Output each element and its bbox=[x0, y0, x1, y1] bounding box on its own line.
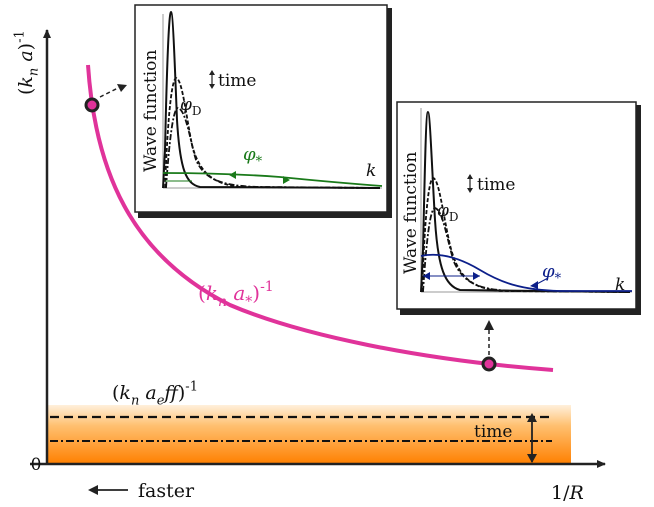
inset-right-blue-pointer bbox=[530, 281, 538, 289]
inset-right-phi-star-curve bbox=[420, 253, 632, 292]
inset-left: Wave function time φD φ* k bbox=[134, 4, 392, 218]
inset-right-solid-curve bbox=[420, 110, 631, 293]
inset-left-dashed-curve bbox=[164, 77, 381, 189]
inset-right-k-label: k bbox=[615, 275, 625, 295]
y-axis-label: (kn a)-1 bbox=[12, 30, 41, 95]
inset-left-k-label: k bbox=[366, 161, 376, 181]
inset-left-phi-star-label: φ* bbox=[243, 144, 263, 169]
inset-left-time-label: time bbox=[218, 71, 256, 91]
curve-marker-left bbox=[84, 97, 100, 113]
inset-right-blue-pointer-line bbox=[534, 277, 549, 286]
faster-arrowhead bbox=[88, 485, 98, 495]
inset-left-time-arrowhead-down bbox=[209, 84, 215, 89]
band-time-label: time bbox=[474, 422, 512, 442]
inset-right-phi-star-label: φ* bbox=[542, 261, 562, 286]
inset-right-y-label: Wave function bbox=[401, 152, 421, 274]
inset-right-blue-arrow-left bbox=[423, 272, 430, 280]
connector-left-arrowhead bbox=[117, 84, 127, 92]
connector-right-arrowhead bbox=[484, 320, 494, 330]
connector-left-dash bbox=[99, 86, 121, 98]
svg-text:(kn a)-1: (kn a)-1 bbox=[12, 30, 41, 95]
effective-band bbox=[47, 405, 571, 464]
inset-left-green-arrow-2 bbox=[283, 176, 290, 184]
inset-right-time-label: time bbox=[477, 175, 515, 195]
origin-label: 0 bbox=[31, 455, 42, 475]
inset-right-dashed-curve bbox=[421, 177, 631, 293]
curve-label: (kn a*)-1 bbox=[198, 279, 274, 310]
inset-left-green-arrow bbox=[229, 171, 236, 179]
inset-right: Wave function time φD φ* k bbox=[396, 101, 641, 315]
band-label: (kn aeff)-1 bbox=[112, 379, 198, 408]
inset-left-solid-curve bbox=[162, 10, 381, 189]
inset-right-frame bbox=[396, 101, 637, 310]
band-time-arrowhead-down bbox=[527, 454, 537, 463]
inset-right-time-arrowhead-up bbox=[467, 174, 473, 179]
inset-left-y-label: Wave function bbox=[141, 50, 161, 172]
inset-right-blue-arrow-right bbox=[473, 272, 480, 280]
band-time-arrowhead-up bbox=[527, 413, 537, 422]
x-axis-label: 1/R bbox=[551, 482, 584, 504]
inset-left-phi-d-label: φD bbox=[180, 95, 202, 118]
inset-right-dashdot-curve bbox=[422, 207, 631, 293]
faster-label: faster bbox=[138, 480, 195, 502]
inset-left-time-arrowhead-up bbox=[209, 70, 215, 75]
main-curve bbox=[86, 64, 554, 372]
inset-left-phi-star-curve bbox=[162, 172, 383, 187]
inset-right-phi-d-label: φD bbox=[437, 201, 459, 224]
inset-right-time-arrowhead-down bbox=[467, 188, 473, 193]
curve-marker-right bbox=[481, 356, 497, 372]
